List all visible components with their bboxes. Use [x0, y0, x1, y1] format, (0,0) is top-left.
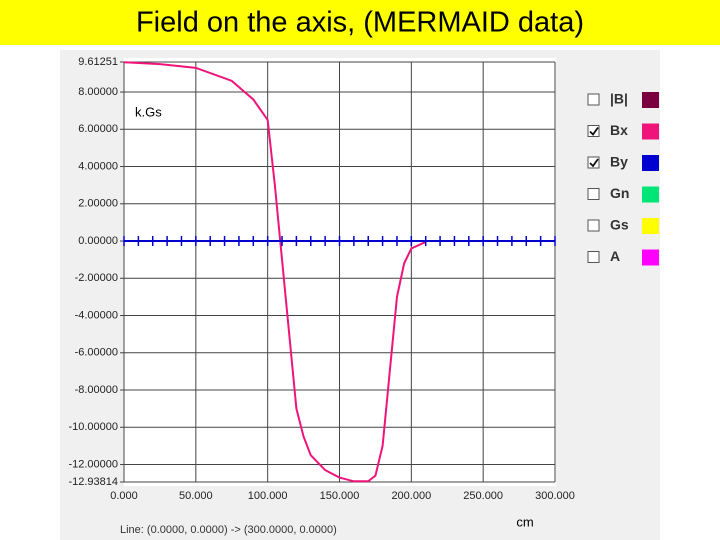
y-tick-label: -12.00000 — [68, 458, 118, 470]
title-bar — [0, 0, 720, 45]
legend-checkbox[interactable] — [587, 156, 600, 169]
y-tick-label: -2.00000 — [75, 272, 118, 284]
legend-label: By — [610, 154, 628, 170]
legend-label: Bx — [610, 122, 628, 138]
legend-swatch — [642, 155, 659, 171]
legend-label: A — [610, 248, 620, 264]
legend-label: Gs — [610, 217, 629, 233]
x-tick-label: 300.000 — [535, 490, 575, 502]
y-tick-label: 6.00000 — [78, 123, 118, 135]
legend-checkbox[interactable] — [587, 93, 600, 106]
y-tick-label: -10.00000 — [68, 421, 118, 433]
y-tick-label: -8.00000 — [75, 384, 118, 396]
y-unit: k.Gs — [135, 104, 162, 119]
chart-title: Field on the axis, (MERMAID data) — [136, 7, 584, 39]
legend-label: |B| — [610, 91, 628, 107]
legend-checkbox[interactable] — [587, 251, 600, 263]
legend-swatch — [642, 123, 659, 140]
y-tick-label: -12.93814 — [68, 476, 118, 488]
x-tick-label: 0.000 — [110, 490, 138, 502]
x-unit: cm — [516, 514, 533, 529]
legend-swatch — [642, 92, 659, 108]
y-tick-label: -6.00000 — [75, 347, 118, 359]
legend-swatch — [642, 186, 659, 203]
x-tick-label: 200.000 — [391, 490, 431, 502]
legend-checkbox[interactable] — [587, 219, 600, 232]
legend-label: Gn — [610, 185, 629, 201]
check-mark — [589, 158, 599, 168]
y-tick-label: 0.00000 — [78, 235, 118, 247]
legend-swatch — [642, 249, 659, 266]
y-tick-label: 4.00000 — [78, 160, 118, 172]
y-tick-label: 9.61251 — [78, 56, 118, 68]
x-tick-label: 250.000 — [463, 490, 503, 502]
check-mark — [589, 126, 599, 136]
legend-checkbox[interactable] — [587, 188, 600, 200]
series-line — [123, 61, 427, 483]
y-tick-label: -4.00000 — [75, 309, 118, 321]
y-tick-label: 8.00000 — [78, 86, 118, 98]
legend-swatch — [642, 218, 659, 234]
legend-checkbox[interactable] — [587, 125, 600, 137]
status-line: Line: (0.0000, 0.0000) -> (300.0000, 0.0… — [120, 524, 337, 536]
x-tick-label: 150.000 — [320, 490, 360, 502]
x-tick-label: 50.000 — [179, 490, 213, 502]
x-tick-label: 100.000 — [248, 490, 288, 502]
y-tick-label: 2.00000 — [78, 198, 118, 210]
